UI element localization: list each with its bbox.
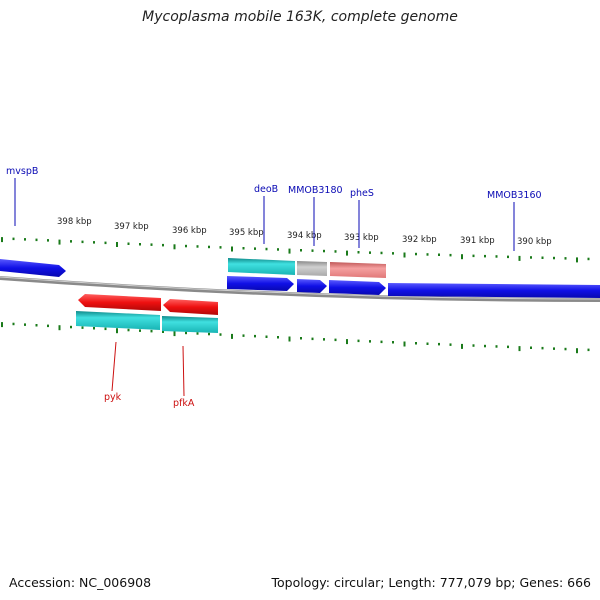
accession-text: Accession: NC_006908	[9, 575, 152, 590]
scale-label-391kbp: 391 kbp	[460, 236, 495, 246]
gene-label-MMOB3180[interactable]: MMOB3180	[288, 185, 343, 196]
gene-arrow-pfkA[interactable]	[163, 299, 218, 315]
gene-label-deoB[interactable]: deoB	[254, 184, 278, 195]
teal-cds-bar-pyk	[76, 311, 160, 330]
scale-label-390kbp: 390 kbp	[517, 237, 552, 247]
scale-label-394kbp: 394 kbp	[287, 231, 322, 241]
gene-arrow-deoB[interactable]	[227, 276, 294, 291]
gene-arrow-pheS[interactable]	[329, 280, 386, 295]
gene-arrow-pyk[interactable]	[78, 294, 161, 311]
scale-labels: 398 kbp 397 kbp 396 kbp 395 kbp 394 kbp …	[57, 217, 552, 247]
gene-arrow-mvspB[interactable]	[0, 259, 66, 277]
tick-row-lower	[1, 322, 590, 354]
genome-backbone	[0, 276, 600, 302]
teal-cds-bar	[228, 258, 295, 275]
scale-label-396kbp: 396 kbp	[172, 226, 207, 236]
scale-label-395kbp: 395 kbp	[229, 228, 264, 238]
gene-label-pfkA[interactable]: pfkA	[173, 398, 195, 409]
genome-summary-text: Topology: circular; Length: 777,079 bp; …	[271, 575, 592, 590]
scale-label-398kbp: 398 kbp	[57, 217, 92, 227]
leader-line-pfkA	[182, 345, 185, 397]
pink-feature-bar	[330, 262, 386, 278]
gene-label-mvspB[interactable]: mvspB	[6, 166, 38, 177]
forward-gene-labels: mvspB deoB MMOB3180 pheS MMOB3160	[6, 166, 542, 251]
gray-feature-bar	[297, 261, 327, 276]
reverse-gene-arrows	[78, 294, 218, 315]
gene-label-MMOB3160[interactable]: MMOB3160	[487, 190, 542, 201]
reverse-gene-labels: pyk pfkA	[104, 341, 195, 409]
scale-label-397kbp: 397 kbp	[114, 222, 149, 232]
scale-label-392kbp: 392 kbp	[402, 235, 437, 245]
teal-cds-bar-pfkA	[162, 316, 218, 333]
gene-label-pheS[interactable]: pheS	[350, 188, 374, 199]
gene-arrow-MMOB3160[interactable]	[388, 283, 600, 298]
gene-arrow-MMOB3180[interactable]	[297, 279, 327, 293]
map-title: Mycoplasma mobile 163K, complete genome	[142, 9, 458, 25]
leader-line-pyk	[111, 341, 117, 392]
genome-backbone-highlight	[0, 276, 600, 300]
reverse-feature-bars	[76, 311, 218, 333]
forward-gene-arrows	[0, 259, 600, 298]
scale-label-393kbp: 393 kbp	[344, 233, 379, 243]
tick-row-upper	[1, 237, 590, 263]
forward-feature-bars	[228, 258, 386, 278]
gene-label-pyk[interactable]: pyk	[104, 392, 122, 403]
